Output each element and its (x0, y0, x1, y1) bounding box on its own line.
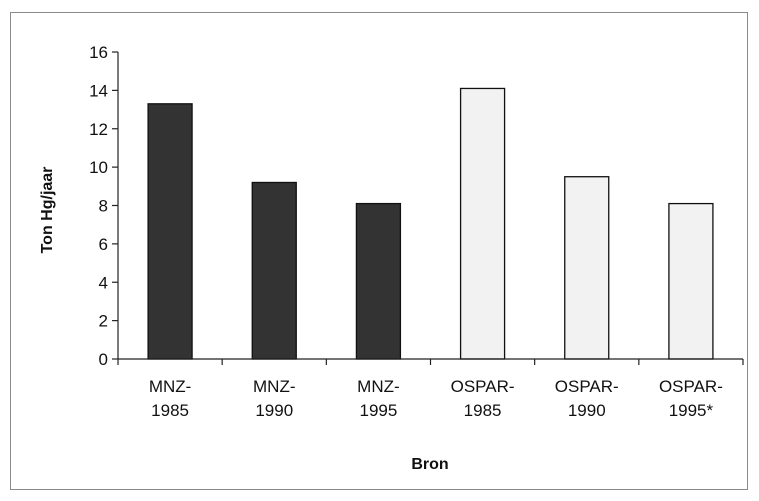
x-tick-label: OSPAR- (555, 377, 619, 396)
y-tick-label: 10 (89, 158, 108, 177)
bar (355, 202, 402, 360)
bar (251, 181, 297, 360)
x-tick-label: 1995 (360, 401, 398, 420)
y-tick-label: 0 (99, 350, 108, 369)
y-tick-label: 6 (99, 235, 108, 254)
x-tick-label: 1995* (669, 401, 714, 420)
x-tick-label: 1990 (255, 401, 293, 420)
y-tick-label: 14 (89, 81, 108, 100)
y-tick-label: 16 (89, 43, 108, 62)
x-tick-label: 1985 (151, 401, 189, 420)
x-axis: MNZ- 1985 MNZ- 1990 MNZ- 1995 OSPAR- 1985 OSPAR-… (117, 358, 744, 420)
x-axis-title: Bron (411, 456, 448, 473)
y-tick-label: 2 (99, 312, 108, 331)
x-tick-label: MNZ- (357, 377, 399, 396)
bars (147, 87, 714, 360)
y-tick-label: 12 (89, 120, 108, 139)
x-tick-label: MNZ- (253, 377, 295, 396)
bar (564, 176, 610, 360)
bar (147, 103, 193, 360)
x-tick-label: 1990 (568, 401, 606, 420)
x-tick-label: MNZ- (149, 377, 191, 396)
y-axis: 0 2 4 6 8 10 12 14 16 (89, 43, 119, 369)
y-axis-title: Ton Hg/jaar (39, 167, 56, 254)
x-tick-label: OSPAR- (451, 377, 515, 396)
bar (668, 202, 714, 360)
bar (459, 87, 506, 360)
y-tick-label: 4 (99, 273, 108, 292)
y-tick-label: 8 (99, 197, 108, 216)
x-tick-label: 1985 (464, 401, 502, 420)
x-tick-label: OSPAR- (659, 377, 723, 396)
